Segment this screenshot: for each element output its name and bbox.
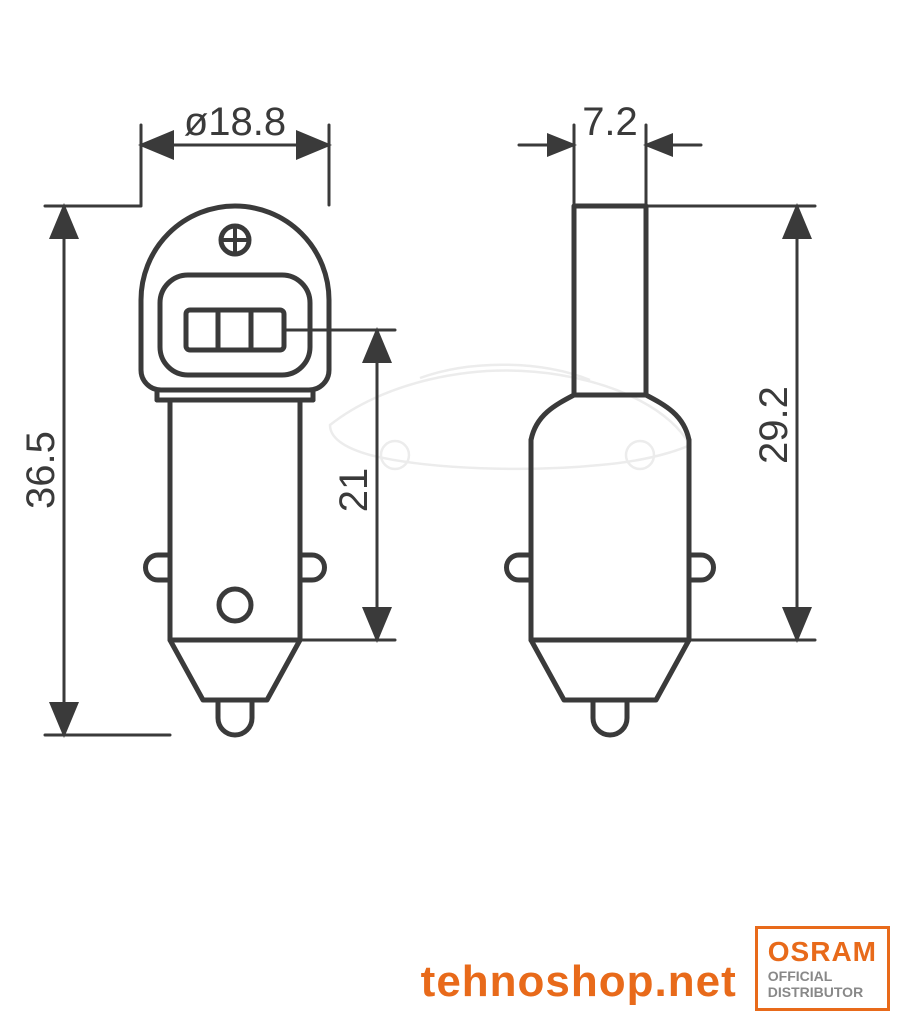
distributor-badge: OSRAM OFFICIAL DISTRIBUTOR [755, 926, 890, 1011]
website-text: tehnoshop.net [421, 957, 737, 1007]
watermark-car [330, 365, 690, 469]
dim-side-height: 29.2 [752, 386, 796, 464]
badge-brand: OSRAM [768, 937, 877, 966]
side-view: 7.2 29.2 [507, 100, 816, 735]
technical-drawing: ø18.8 36.5 [0, 0, 900, 920]
dim-diameter: ø18.8 [184, 100, 286, 144]
dim-overall-height: 36.5 [19, 431, 63, 509]
dim-top-width: 7.2 [582, 100, 638, 144]
footer: tehnoshop.net OSRAM OFFICIAL DISTRIBUTOR [0, 926, 900, 1011]
badge-line2: DISTRIBUTOR [768, 985, 863, 1000]
badge-line1: OFFICIAL [768, 969, 833, 984]
dim-inner-height: 21 [332, 468, 376, 513]
